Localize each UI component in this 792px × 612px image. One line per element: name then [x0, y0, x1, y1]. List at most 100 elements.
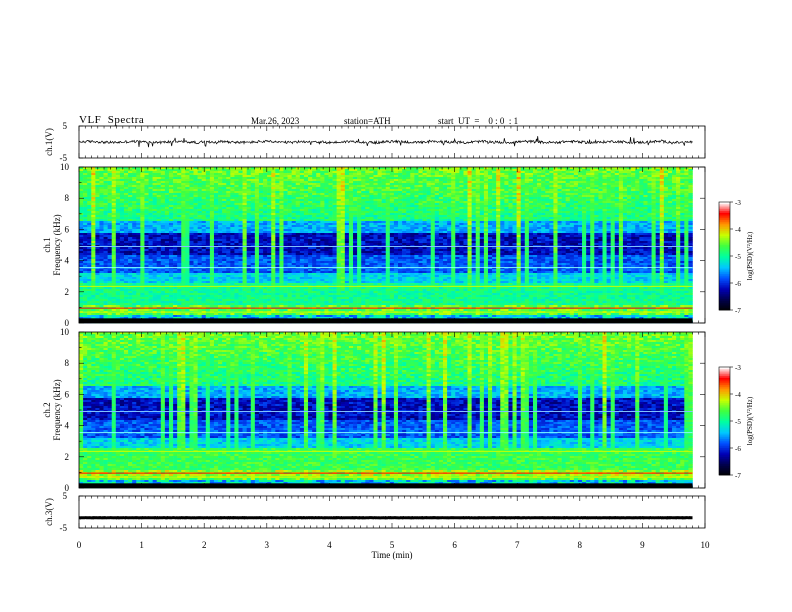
spectrogram-cell	[610, 177, 616, 180]
spectrogram-cell	[528, 173, 534, 176]
spectrogram-cell	[459, 195, 464, 198]
spectrogram-cell	[119, 181, 125, 184]
spectrogram-cell	[684, 223, 689, 226]
spectrogram-cell	[226, 213, 231, 216]
spectrogram-cell	[676, 225, 681, 228]
spectrogram-cell	[177, 189, 182, 192]
spectrogram-cell	[541, 215, 546, 218]
spectrogram-cell	[152, 169, 158, 172]
spectrogram-cell	[398, 173, 403, 176]
spectrogram-cell	[308, 187, 313, 190]
spectrogram-cell	[487, 223, 493, 226]
spectrogram-cell	[647, 183, 652, 186]
spectrogram-cell	[651, 227, 656, 230]
spectrogram-cell	[83, 171, 88, 174]
spectrogram-cell	[443, 191, 448, 194]
spectrogram-cell	[459, 181, 464, 184]
spectrogram-cell	[680, 183, 685, 186]
spectrogram-cell	[344, 215, 350, 218]
spectrogram-cell	[549, 219, 554, 222]
spectrogram-cell	[483, 215, 489, 218]
spectrogram-cell	[561, 203, 566, 206]
spectrogram-cell	[586, 175, 591, 178]
spectrogram-cell	[291, 185, 297, 188]
spectrogram-cell	[218, 215, 223, 218]
spectrogram-cell	[209, 173, 215, 176]
spectrogram-cell	[402, 211, 407, 214]
spectrogram-cell	[418, 219, 423, 222]
spectrogram-cell	[246, 183, 252, 186]
spectrogram-cell	[565, 175, 571, 178]
spectrogram-cell	[377, 209, 382, 212]
spectrogram-cell	[361, 205, 366, 208]
spectrogram-cell	[267, 199, 272, 202]
spectrogram-cell	[451, 181, 456, 184]
spectrogram-cell	[471, 209, 477, 212]
spectrogram-cell	[528, 229, 534, 232]
spectrogram-cell	[164, 167, 170, 170]
spectrogram-cell	[487, 209, 493, 212]
spectrogram-cell	[103, 209, 108, 212]
spectrogram-cell	[128, 209, 133, 212]
spectrogram-cell	[471, 205, 477, 208]
spectrogram-cell	[230, 229, 235, 232]
spectrogram-cell	[447, 199, 452, 202]
spectrogram-cell	[201, 205, 207, 208]
spectrogram-cell	[209, 227, 215, 230]
spectrogram-cell	[119, 193, 125, 196]
spectrogram-cell	[659, 213, 665, 216]
spectrogram-cell	[586, 173, 591, 176]
spectrogram-cell	[434, 185, 440, 188]
spectrogram-cell	[549, 175, 554, 178]
spectrogram-cell	[463, 167, 468, 170]
spectrogram-cell	[99, 203, 104, 206]
spectrogram-cell	[422, 205, 427, 208]
spectrogram-cell	[173, 227, 178, 230]
spectrogram-cell	[209, 207, 215, 210]
spectrogram-cell	[99, 199, 104, 202]
spectrogram-cell	[635, 171, 640, 174]
spectrogram-cell	[443, 169, 448, 172]
spectrogram-cell	[181, 203, 186, 206]
spectrogram-cell	[651, 205, 656, 208]
spectrogram-cell	[250, 199, 256, 202]
spectrogram-cell	[164, 211, 170, 214]
spectrogram-cell	[643, 201, 648, 204]
spectrogram-cell	[242, 197, 247, 200]
spectrogram-cell	[577, 191, 583, 194]
spectrogram-cell	[492, 169, 497, 172]
spectrogram-cell	[177, 187, 182, 190]
spectrogram-cell	[422, 207, 427, 210]
spectrogram-cell	[197, 191, 202, 194]
spectrogram-cell	[181, 185, 186, 188]
spectrogram-cell	[598, 185, 603, 188]
spectrogram-cell	[152, 201, 158, 204]
spectrogram-cell	[676, 167, 681, 170]
spectrogram-cell	[377, 185, 382, 188]
spectrogram-cell	[672, 171, 677, 174]
spectrogram-cell	[99, 171, 104, 174]
spectrogram-cell	[483, 193, 489, 196]
spectrogram-cell	[680, 177, 685, 180]
spectrogram-cell	[655, 213, 661, 216]
spectrogram-cell	[647, 197, 652, 200]
spectrogram-cell	[123, 209, 129, 212]
spectrogram-cell	[467, 203, 472, 206]
spectrogram-cell	[258, 215, 264, 218]
spectrogram-cell	[336, 211, 342, 214]
spectrogram-cell	[316, 187, 321, 190]
spectrogram-cell	[553, 175, 558, 178]
spectrogram-cell	[222, 197, 227, 200]
spectrogram-cell	[226, 171, 231, 174]
spectrogram-cell	[91, 225, 96, 228]
spectrogram-cell	[103, 207, 108, 210]
spectrogram-cell	[524, 175, 530, 178]
spectrogram-cell	[422, 169, 427, 172]
spectrogram-cell	[111, 207, 117, 210]
spectrogram-cell	[271, 219, 276, 222]
spectrogram-cell	[348, 205, 354, 208]
spectrogram-cell	[598, 221, 603, 224]
spectrogram-cell	[230, 215, 235, 218]
spectrogram-cell	[438, 213, 444, 216]
spectrogram-cell	[91, 179, 96, 182]
